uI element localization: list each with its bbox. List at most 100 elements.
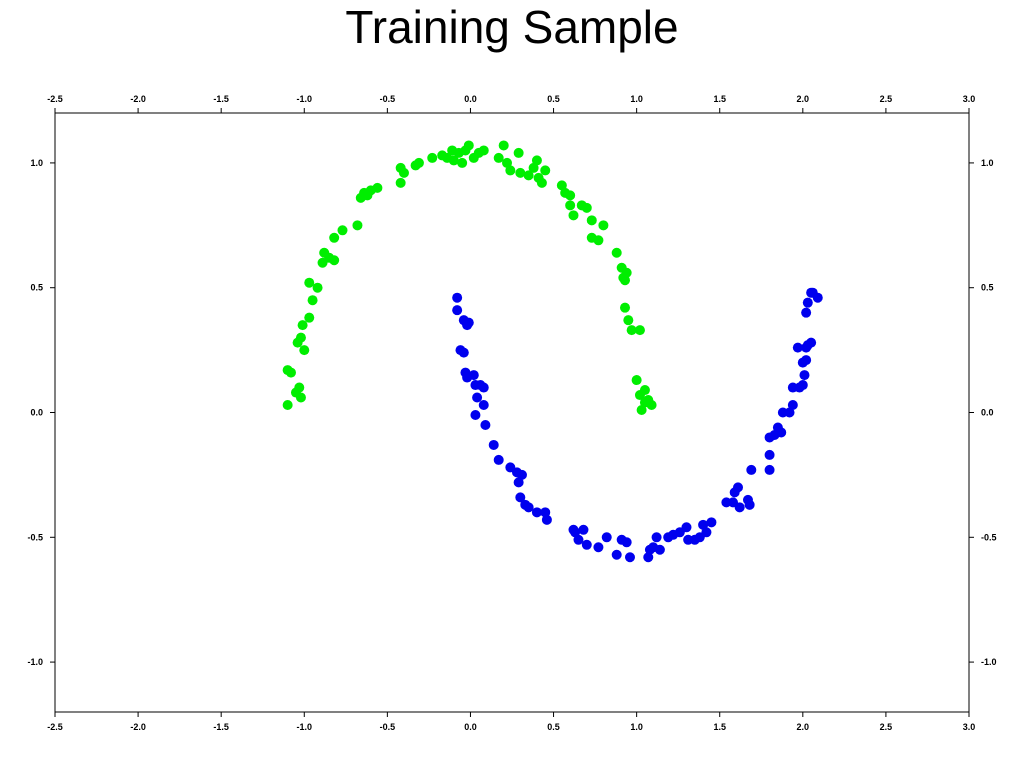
x-tick-label-bottom: 2.0 [797,722,810,732]
data-point [478,400,489,411]
data-point [372,182,383,193]
data-points [282,140,823,563]
data-point [568,210,579,221]
y-tick-label-left: 1.0 [30,158,43,168]
data-point [620,275,631,286]
data-point [516,469,527,480]
data-point [636,405,647,416]
data-point [515,167,526,178]
data-point [581,202,592,213]
data-point [598,220,609,231]
data-point [312,282,323,293]
y-tick-label-right: 0.5 [981,283,994,293]
data-point [493,454,504,465]
data-point [593,235,604,246]
data-point [452,292,463,303]
data-point [463,140,474,151]
data-point [631,375,642,386]
data-point [470,409,481,420]
data-point [297,320,308,331]
data-point [639,385,650,396]
data-point [488,439,499,450]
data-point [764,449,775,460]
data-point [294,382,305,393]
data-point [565,190,576,201]
data-point [282,400,293,411]
x-tick-label-bottom: 0.0 [464,722,477,732]
y-tick-label-left: 0.0 [30,408,43,418]
data-point [806,337,817,348]
data-point [304,277,315,288]
data-point [285,367,296,378]
data-point [621,267,632,278]
x-tick-label-bottom: -1.5 [213,722,229,732]
data-point [611,549,622,560]
x-tick-label-top: 1.0 [630,94,643,104]
data-point [329,255,340,266]
data-point [468,370,479,381]
data-point [329,232,340,243]
y-tick-label-right: -1.0 [981,657,997,667]
plot-frame [54,112,970,713]
data-point [513,477,524,488]
data-point [764,464,775,475]
data-point [427,152,438,163]
x-tick-label-bottom: -1.0 [297,722,313,732]
data-point [480,419,491,430]
data-point [536,177,547,188]
x-tick-label-bottom: 2.5 [880,722,893,732]
data-point [307,295,318,306]
data-point [634,325,645,336]
data-point [784,407,795,418]
data-point [792,342,803,353]
data-point [744,499,755,510]
data-point [586,215,597,226]
data-point [698,519,709,530]
data-point [573,534,584,545]
data-point [413,157,424,168]
data-point [472,392,483,403]
data-point [776,427,787,438]
data-point [706,517,717,528]
y-tick-label-right: -0.5 [981,532,997,542]
data-point [746,464,757,475]
x-tick-label-bottom: -0.5 [380,722,396,732]
data-point [565,200,576,211]
y-tick-label-left: -1.0 [27,657,43,667]
y-tick-label-left: 0.5 [30,283,43,293]
data-point [531,155,542,166]
x-tick-label-top: -1.5 [213,94,229,104]
data-point [578,524,589,535]
x-tick-label-bottom: 3.0 [963,722,976,732]
x-tick-label-top: 2.0 [797,94,810,104]
data-point [299,345,310,356]
data-point [540,507,551,518]
data-point [502,157,513,168]
data-point [812,292,823,303]
data-point [601,532,612,543]
data-point [352,220,363,231]
data-point [463,317,474,328]
data-point [540,165,551,176]
x-tick-label-top: 3.0 [963,94,976,104]
data-point [452,305,463,316]
data-point [448,155,459,166]
data-point [513,147,524,158]
data-point [701,527,712,538]
data-point [337,225,348,236]
data-point [593,542,604,553]
y-tick-label-right: 0.0 [981,408,994,418]
x-tick-label-bottom: 1.5 [713,722,726,732]
data-point [802,297,813,308]
x-tick-label-top: 0.0 [464,94,477,104]
data-point [295,332,306,343]
axes: -2.5 -2.5 -2.0 -2.0 -1.5 -1.5 -1.0 -1.0 -0.5 -0.5… [27,94,996,732]
data-point [478,145,489,156]
data-point [478,382,489,393]
data-point [787,400,798,411]
data-point [623,315,634,326]
data-point [799,370,810,381]
data-point [681,522,692,533]
x-tick-label-bottom: -2.0 [130,722,146,732]
